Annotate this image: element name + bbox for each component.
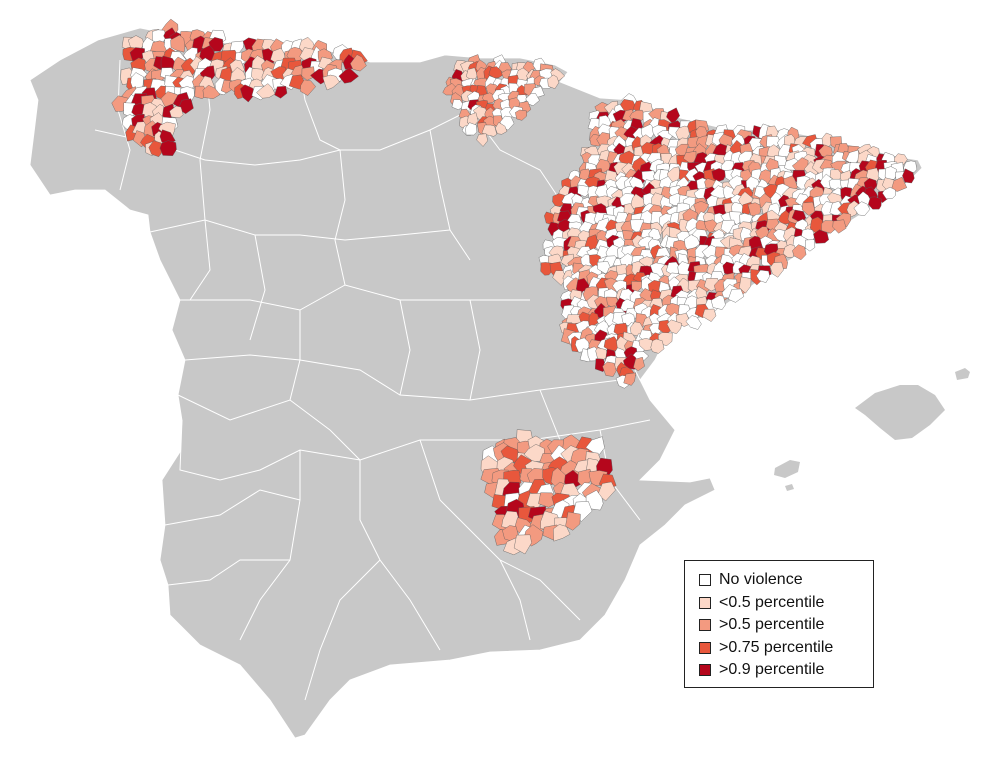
violence-municipalities — [111, 18, 918, 556]
legend-swatch — [699, 574, 711, 587]
legend-label: >0.5 percentile — [719, 616, 825, 634]
municipality — [902, 168, 915, 184]
municipality — [169, 105, 184, 119]
legend-swatch — [699, 619, 711, 632]
legend-item-below-50: <0.5 percentile — [699, 592, 873, 615]
municipality — [650, 338, 665, 354]
menorca-island — [955, 368, 970, 380]
municipality — [350, 54, 367, 72]
municipality — [465, 122, 478, 136]
municipality — [495, 122, 508, 135]
legend-label: No violence — [719, 571, 803, 589]
legend-label: <0.5 percentile — [719, 593, 825, 611]
municipality — [728, 288, 745, 303]
municipality — [300, 79, 316, 96]
legend-swatch — [699, 664, 711, 677]
municipality — [710, 295, 726, 310]
municipality — [561, 192, 576, 207]
municipality — [322, 74, 340, 91]
municipality — [585, 436, 605, 457]
municipality — [148, 140, 165, 157]
municipality — [547, 74, 560, 89]
municipality — [256, 83, 276, 99]
legend-label: >0.75 percentile — [719, 638, 834, 656]
municipality — [488, 66, 504, 79]
asturias-cantabria-cluster — [111, 18, 368, 157]
municipality — [891, 176, 908, 192]
municipality — [792, 244, 807, 261]
albacete-cluster — [480, 429, 617, 556]
municipality — [813, 229, 829, 244]
legend-item-above-50: >0.5 percentile — [699, 614, 873, 637]
formentera-island — [785, 484, 794, 491]
legend-item-above-75: >0.75 percentile — [699, 637, 873, 660]
municipality — [585, 489, 604, 511]
municipality — [338, 67, 359, 84]
municipality — [801, 201, 816, 216]
municipality — [884, 166, 897, 180]
municipality — [685, 315, 702, 330]
legend-swatch — [699, 596, 711, 609]
municipality — [553, 524, 571, 542]
municipality — [274, 86, 288, 99]
municipality — [756, 269, 770, 283]
municipality — [515, 109, 527, 121]
municipality — [623, 372, 637, 386]
aragon-catalonia-cluster — [538, 93, 918, 389]
municipality — [739, 276, 752, 294]
municipality — [868, 196, 882, 210]
municipality — [769, 261, 784, 278]
legend-label: >0.9 percentile — [719, 661, 825, 679]
municipality — [782, 244, 797, 258]
ibiza-island — [774, 460, 800, 478]
municipality — [597, 481, 616, 502]
municipality — [853, 201, 871, 216]
map-legend: No violence <0.5 percentile >0.5 percent… — [684, 560, 874, 688]
municipality — [525, 92, 540, 107]
mallorca-island — [855, 385, 945, 440]
municipality — [602, 361, 617, 377]
municipality — [451, 99, 465, 110]
municipality — [240, 84, 256, 103]
municipality — [513, 534, 532, 555]
municipality — [595, 347, 610, 360]
municipality — [633, 356, 645, 372]
municipality — [552, 270, 567, 286]
municipality — [476, 133, 488, 147]
municipality — [882, 186, 896, 200]
legend-item-no-violence: No violence — [699, 569, 873, 592]
municipality — [208, 37, 224, 52]
municipality — [666, 319, 683, 335]
legend-item-above-90: >0.9 percentile — [699, 659, 873, 682]
municipality — [202, 84, 221, 99]
municipality — [170, 34, 186, 53]
legend-swatch — [699, 641, 711, 654]
municipality — [159, 140, 177, 156]
municipality — [605, 244, 622, 259]
municipality — [523, 443, 545, 463]
basque-cluster — [442, 54, 566, 147]
municipality — [702, 308, 717, 322]
municipality — [832, 219, 847, 234]
municipality — [565, 511, 581, 531]
municipality — [805, 239, 816, 252]
municipality — [301, 66, 315, 81]
